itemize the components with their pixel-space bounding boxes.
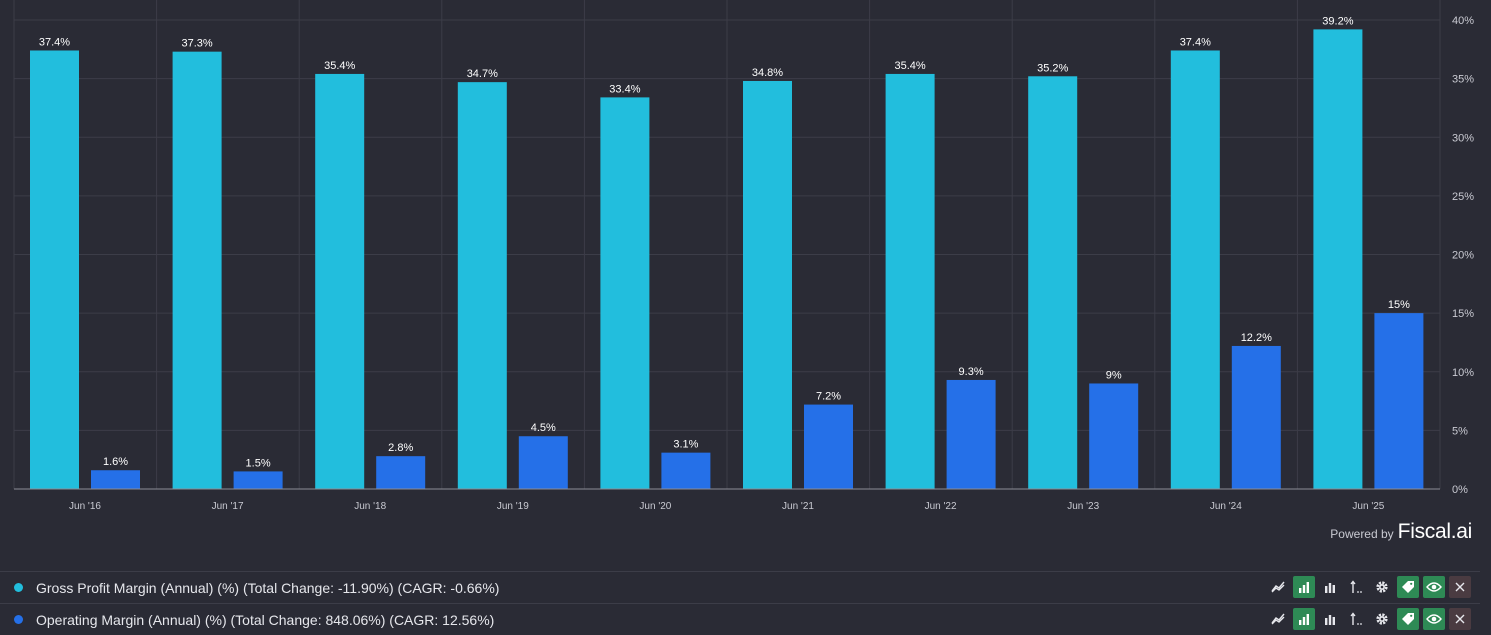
visibility-eye-icon[interactable] [1423, 608, 1445, 630]
y-tick-label: 20% [1452, 250, 1474, 262]
remove-close-icon[interactable] [1449, 608, 1471, 630]
bar [518, 436, 568, 489]
bar-data-label: 37.4% [39, 36, 70, 48]
x-tick-label: Jun '19 [497, 501, 529, 512]
series-color-dot [14, 615, 23, 624]
line-chart-icon[interactable] [1267, 608, 1289, 630]
bar [172, 51, 222, 489]
y-tick-label: 15% [1452, 308, 1474, 320]
bar [1374, 313, 1424, 489]
x-tick-label: Jun '20 [639, 501, 671, 512]
bar [376, 456, 426, 489]
tag-label-icon[interactable] [1397, 608, 1419, 630]
bar-data-label: 1.6% [103, 456, 128, 468]
tag-label-icon[interactable] [1397, 576, 1419, 598]
brand-logo: Fiscal.ai [1397, 520, 1473, 543]
x-tick-label: Jun '16 [69, 501, 101, 512]
grouped-bar-icon[interactable] [1319, 608, 1341, 630]
powered-by-text: Powered by [1330, 527, 1394, 541]
y-tick-label: 40% [1452, 15, 1474, 27]
bar-data-label: 2.8% [388, 442, 413, 454]
settings-gear-icon[interactable] [1371, 608, 1393, 630]
bar-data-label: 33.4% [609, 83, 640, 95]
bar-data-label: 39.2% [1322, 15, 1353, 27]
legend-row-gross-margin[interactable]: Gross Profit Margin (Annual) (%) (Total … [0, 571, 1480, 603]
bar-data-label: 35.4% [894, 60, 925, 72]
bar-data-label: 9% [1106, 369, 1122, 381]
y-tick-label: 35% [1452, 74, 1474, 86]
bar-data-label: 12.2% [1241, 332, 1272, 344]
series-toolbar [1267, 608, 1471, 630]
legend-label: Operating Margin (Annual) (%) (Total Cha… [36, 611, 495, 628]
bar [804, 404, 853, 489]
bar [600, 97, 650, 489]
series-toolbar [1267, 576, 1471, 598]
bar [457, 82, 507, 489]
bar [946, 379, 996, 489]
bar-data-label: 4.5% [531, 422, 556, 434]
bar-data-label: 37.3% [181, 38, 212, 50]
bar-data-label: 34.8% [752, 67, 783, 79]
x-tick-label: Jun '21 [782, 501, 814, 512]
bar [1313, 29, 1363, 489]
x-tick-label: Jun '17 [212, 501, 244, 512]
axis-scale-icon[interactable] [1345, 576, 1367, 598]
bar-data-label: 7.2% [816, 391, 841, 403]
legend-label: Gross Profit Margin (Annual) (%) (Total … [36, 579, 500, 596]
bars-layer [30, 29, 1424, 490]
x-tick-label: Jun '22 [925, 501, 957, 512]
y-tick-label: 25% [1452, 191, 1474, 203]
bar-data-label: 9.3% [959, 366, 984, 378]
legend-row-operating-margin[interactable]: Operating Margin (Annual) (%) (Total Cha… [0, 603, 1480, 635]
bar [1231, 345, 1281, 489]
remove-close-icon[interactable] [1449, 576, 1471, 598]
bar [315, 73, 365, 489]
visibility-eye-icon[interactable] [1423, 576, 1445, 598]
data-labels-layer: 37.4% 1.6% 37.3% 1.5% 35.4% 2.8% 34.7% 4.5% 33.4… [39, 15, 1410, 469]
axis-layer: 0% 5% 10% 15% 20% 25% 30% 35% 40% Jun '16 Jun '17 J… [14, 15, 1474, 512]
bar-data-label: 34.7% [467, 68, 498, 80]
x-tick-label: Jun '24 [1210, 501, 1242, 512]
legend: Gross Profit Margin (Annual) (%) (Total … [0, 571, 1480, 635]
y-tick-label: 30% [1452, 132, 1474, 144]
grid-layer [13, 0, 1441, 490]
bar [233, 471, 283, 489]
x-tick-label: Jun '23 [1067, 501, 1099, 512]
bar [885, 73, 935, 489]
bar-chart-icon[interactable] [1293, 608, 1315, 630]
bar-data-label: 35.2% [1037, 62, 1068, 74]
y-tick-label: 10% [1452, 367, 1474, 379]
bar-data-label: 35.4% [324, 60, 355, 72]
bar [1028, 76, 1078, 489]
bar-data-label: 37.4% [1180, 36, 1211, 48]
x-tick-label: Jun '25 [1352, 501, 1384, 512]
bar [30, 50, 79, 490]
line-chart-icon[interactable] [1267, 576, 1289, 598]
bar [661, 452, 711, 489]
bar-data-label: 3.1% [673, 439, 698, 451]
margin-bar-chart: 37.4% 1.6% 37.3% 1.5% 35.4% 2.8% 34.7% 4.5% 33.4… [13, 0, 1474, 512]
bar [91, 470, 140, 489]
bar [1089, 383, 1139, 489]
settings-gear-icon[interactable] [1371, 576, 1393, 598]
bar-data-label: 15% [1388, 299, 1410, 311]
grouped-bar-icon[interactable] [1319, 576, 1341, 598]
x-tick-label: Jun '18 [354, 501, 386, 512]
axis-scale-icon[interactable] [1345, 608, 1367, 630]
bar-data-label: 1.5% [246, 457, 271, 469]
bar [743, 80, 792, 489]
y-tick-label: 0% [1452, 484, 1468, 496]
powered-by-branding: Powered by Fiscal.ai [1330, 520, 1472, 544]
bar-chart-icon[interactable] [1293, 576, 1315, 598]
series-color-dot [14, 583, 23, 592]
bar [1170, 50, 1220, 490]
y-tick-label: 5% [1452, 425, 1468, 437]
